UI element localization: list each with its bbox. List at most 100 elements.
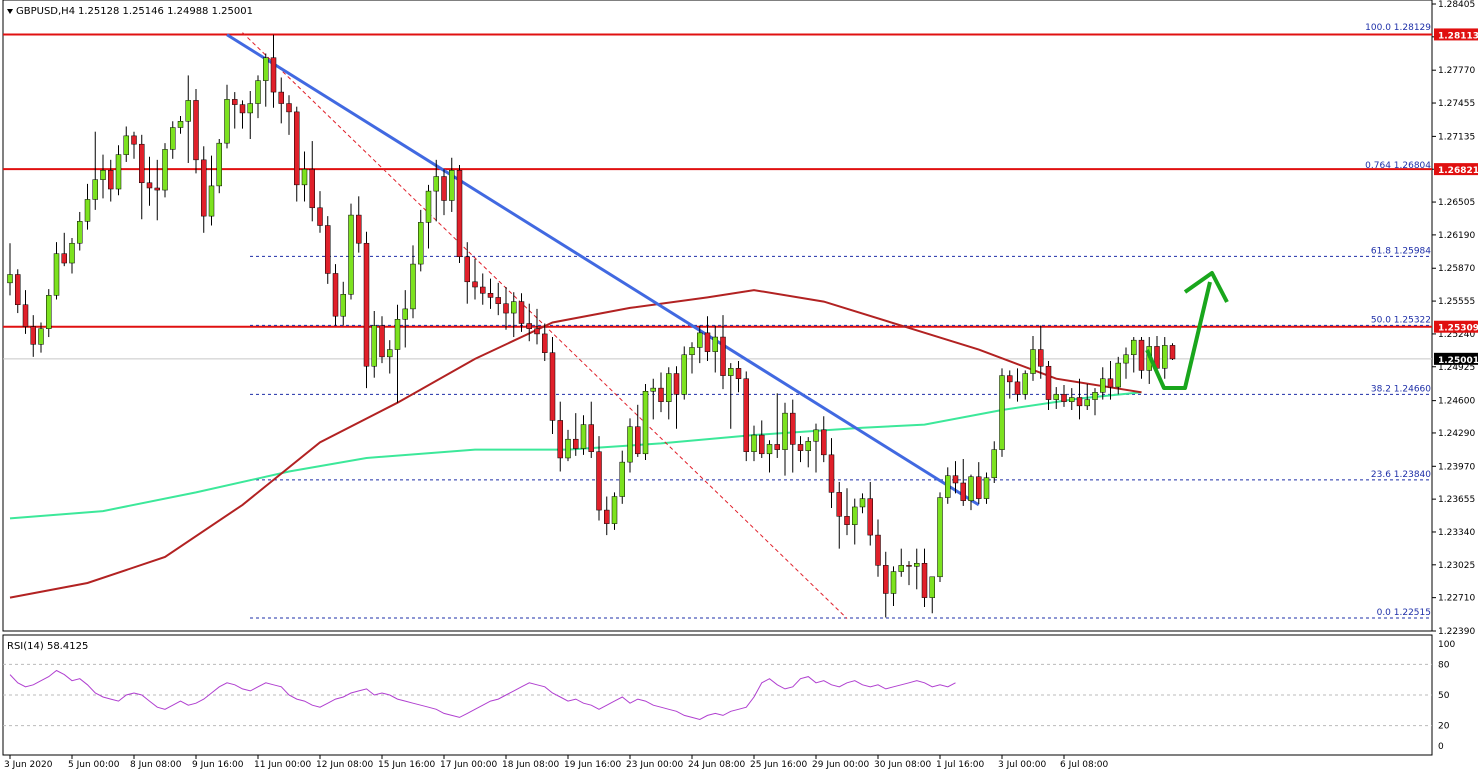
price-label: 1.22710 xyxy=(1438,594,1475,604)
time-label: 11 Jun 00:00 xyxy=(254,760,311,770)
collapse-triangle-icon[interactable] xyxy=(7,9,13,14)
bear-candle xyxy=(549,352,556,421)
bull-candle xyxy=(7,274,13,284)
price-label: 1.26190 xyxy=(1438,231,1475,241)
bull-candle xyxy=(255,80,261,104)
bull-candle xyxy=(914,562,920,567)
bull-candle xyxy=(77,221,83,244)
bear-candle xyxy=(503,303,509,314)
bull-candle xyxy=(69,242,75,264)
bear-candle xyxy=(286,103,292,113)
time-label: 3 Jun 2020 xyxy=(4,760,53,770)
bear-candle xyxy=(332,273,339,317)
bear-candle xyxy=(673,373,680,395)
bear-candle xyxy=(921,562,928,598)
bear-candle xyxy=(1138,339,1145,371)
bull-candle xyxy=(565,438,571,459)
bear-candle xyxy=(1107,378,1114,388)
bull-candle xyxy=(1092,392,1098,400)
bear-candle xyxy=(309,168,315,209)
bear-candle xyxy=(30,326,36,345)
fib-level-label: 0.764 1.26804 xyxy=(1365,161,1431,171)
bear-candle xyxy=(759,434,765,455)
time-label: 5 Jun 00:00 xyxy=(68,760,120,770)
ohlc-label: 1.25128 1.25146 1.24988 1.25001 xyxy=(78,6,253,17)
bull-candle xyxy=(937,497,943,578)
bear-candle xyxy=(836,492,842,517)
bear-candle xyxy=(976,476,982,499)
bear-candle xyxy=(239,104,246,114)
bull-candle xyxy=(53,253,60,296)
time-label: 25 Jun 16:00 xyxy=(750,760,807,770)
bear-candle xyxy=(588,424,594,452)
bull-candle xyxy=(666,373,672,402)
bull-candle xyxy=(410,263,416,310)
price-label: 1.23970 xyxy=(1438,462,1475,472)
time-label: 15 Jun 16:00 xyxy=(378,760,435,770)
bull-candle xyxy=(402,308,408,320)
bear-candle xyxy=(270,57,277,93)
bull-candle xyxy=(689,347,695,356)
bull-candle xyxy=(115,154,122,190)
price-label: 1.27455 xyxy=(1438,99,1475,109)
bull-candle xyxy=(751,434,757,452)
price-tag xyxy=(1434,320,1478,333)
fib-level-label: 0.0 1.22515 xyxy=(1377,608,1431,618)
bull-candle xyxy=(425,190,432,223)
bull-candle xyxy=(84,199,91,222)
bull-candle xyxy=(1115,362,1121,388)
bear-candle xyxy=(720,336,726,376)
price-tag xyxy=(1434,352,1478,365)
bear-candle xyxy=(193,100,199,161)
bull-candle xyxy=(681,354,687,395)
time-label: 6 Jul 08:00 xyxy=(1060,760,1109,770)
bear-candle xyxy=(15,274,21,305)
bull-candle xyxy=(852,506,858,525)
bear-candle xyxy=(325,225,331,274)
rsi-axis-label: 0 xyxy=(1438,742,1444,752)
bear-candle xyxy=(1061,394,1067,402)
bull-candle xyxy=(890,571,897,594)
bear-candle xyxy=(278,91,284,104)
bull-candle xyxy=(728,368,734,376)
bear-candle xyxy=(495,297,501,304)
bull-candle xyxy=(859,498,866,508)
price-label: 1.27135 xyxy=(1438,132,1475,142)
bull-candle xyxy=(611,496,618,524)
fib-level-label: 38.2 1.24660 xyxy=(1371,384,1431,394)
time-label: 29 Jun 00:00 xyxy=(812,760,869,770)
ma-100-line xyxy=(9,289,1142,599)
bull-candle xyxy=(263,57,269,81)
time-label: 8 Jun 08:00 xyxy=(130,760,182,770)
bull-candle xyxy=(185,100,191,122)
bear-candle xyxy=(844,516,850,525)
bull-candle xyxy=(449,170,455,201)
rsi-title: RSI(14) 58.4125 xyxy=(7,641,88,652)
price-label: 1.25240 xyxy=(1438,330,1475,340)
bull-candle xyxy=(92,179,98,200)
bear-candle xyxy=(131,135,137,145)
bull-candle xyxy=(511,301,517,314)
bear-candle xyxy=(821,429,827,456)
bear-candle xyxy=(526,323,532,329)
bear-candle xyxy=(557,420,563,459)
bear-candle xyxy=(828,454,835,493)
bear-candle xyxy=(704,332,711,352)
bear-candle xyxy=(487,293,494,298)
price-tag xyxy=(1434,163,1478,176)
bull-candle xyxy=(177,121,184,128)
price-label: 1.24600 xyxy=(1438,397,1475,407)
bear-candle xyxy=(658,387,664,402)
rsi-axis-label: 20 xyxy=(1438,722,1450,732)
bull-candle xyxy=(782,412,788,450)
bear-candle xyxy=(480,286,486,294)
bull-candle xyxy=(712,336,718,352)
bear-candle xyxy=(1169,345,1176,360)
bull-candle xyxy=(224,99,230,144)
price-label: 1.23340 xyxy=(1438,528,1475,538)
bull-candle xyxy=(766,444,773,455)
bearish-trendline xyxy=(226,33,980,507)
bull-candle xyxy=(983,477,990,499)
bull-candle xyxy=(418,222,424,265)
bull-candle xyxy=(580,424,587,449)
